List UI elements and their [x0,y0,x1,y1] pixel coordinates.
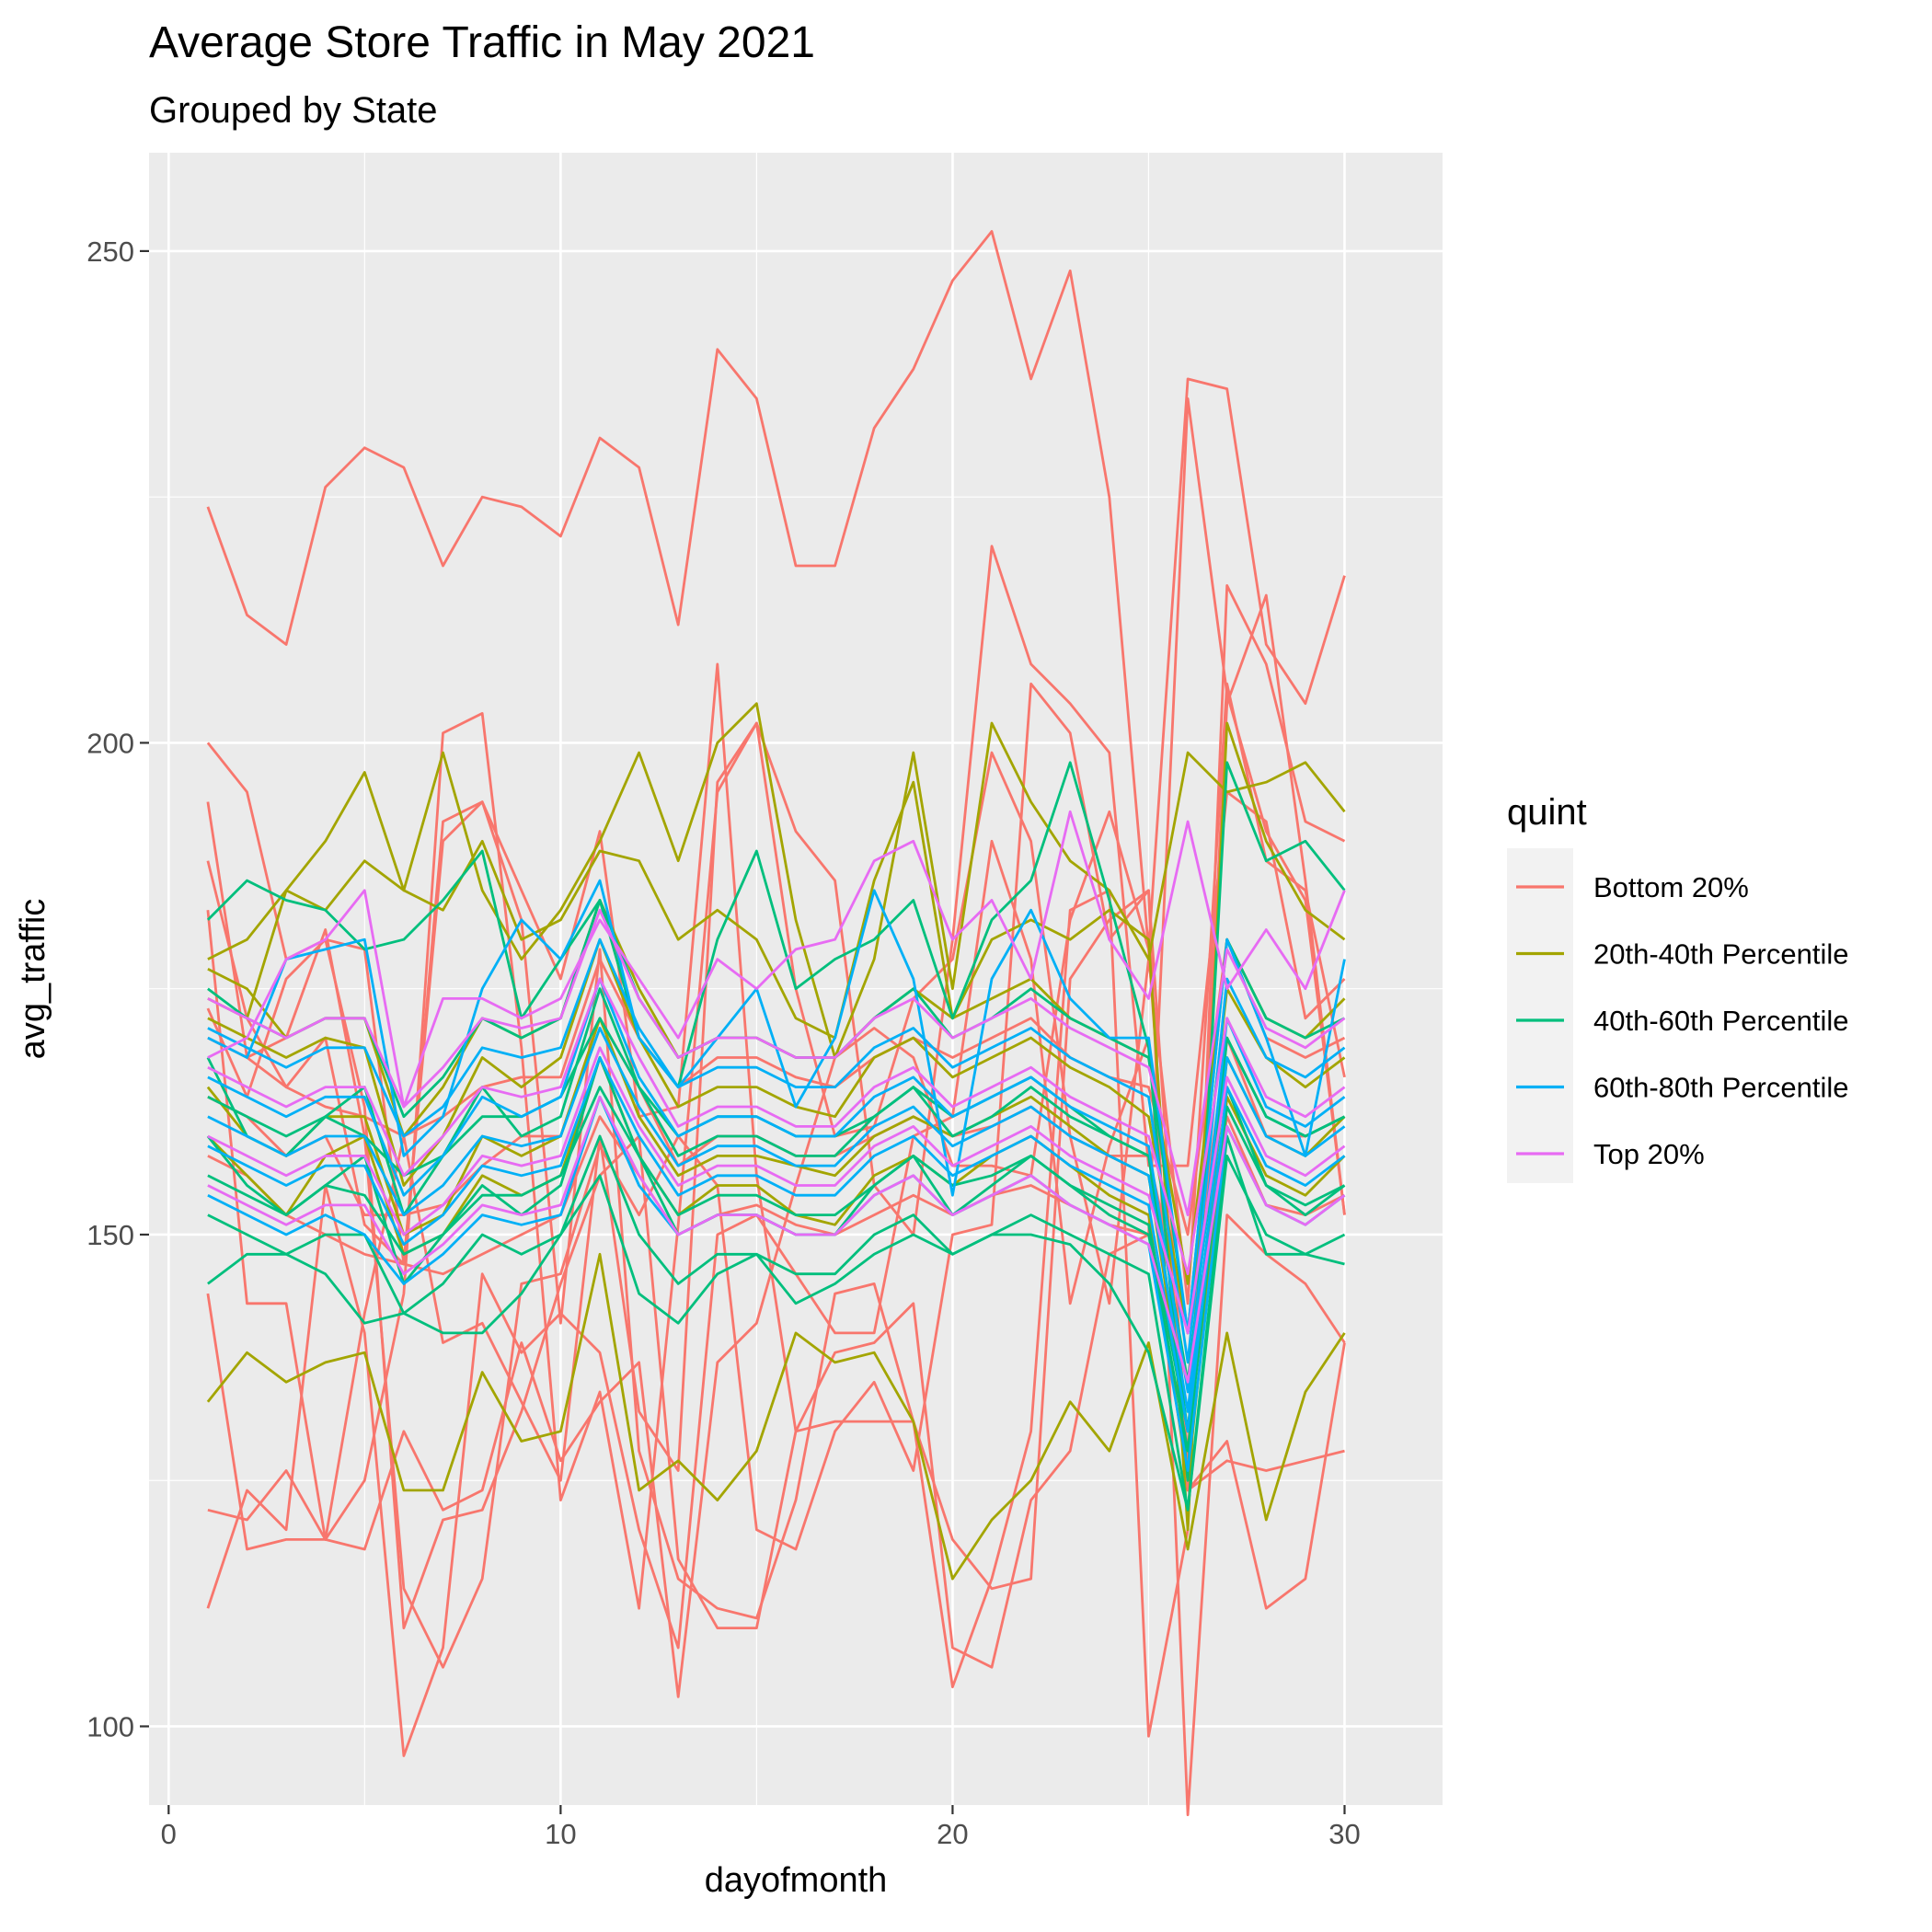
legend-title: quint [1507,792,1587,833]
series-line [207,721,1346,1532]
legend-key-background [1507,848,1573,1183]
legend: quint Bottom 20% 20th-40th Percentile 40th… [1507,792,1848,1183]
series-line [206,987,1346,1433]
legend-label: 60th-80th Percentile [1593,1072,1848,1104]
x-tick-label: 10 [545,1818,576,1850]
series-line [206,584,1346,1738]
x-tick-label: 0 [161,1818,177,1850]
y-tick-label: 100 [86,1710,134,1742]
series-line [206,230,1346,951]
series-lines [206,230,1346,1817]
x-axis: 0 10 20 30 [161,1805,1361,1850]
series-line [206,682,1346,1610]
legend-label: Top 20% [1593,1138,1705,1170]
series-line [207,1134,1346,1512]
series-line [207,937,1346,1364]
series-line [206,593,1346,1669]
legend-items: Bottom 20% 20th-40th Percentile 40th-60th … [1516,871,1848,1170]
series-line [207,1056,1346,1433]
series-line [207,1046,1346,1335]
x-tick-label: 30 [1328,1818,1360,1850]
legend-label: Bottom 20% [1593,871,1749,903]
series-line [207,1095,1346,1384]
y-tick-label: 200 [86,727,134,759]
x-tick-label: 20 [937,1818,968,1850]
y-axis-label: avg_traffic [14,899,52,1060]
series-line [207,1134,1345,1512]
series-line [207,810,1346,1109]
series-line [206,761,1346,1482]
series-line [207,977,1346,1276]
legend-label: 20th-40th Percentile [1593,938,1848,971]
y-tick-label: 150 [86,1219,134,1251]
chart-subtitle: Grouped by State [149,90,438,131]
legend-label: 40th-60th Percentile [1593,1005,1848,1037]
x-axis-label: dayofmonth [705,1861,888,1900]
series-line [207,702,1346,1059]
chart-title: Average Store Traffic in May 2021 [149,18,815,67]
y-axis: 100 150 200 250 [86,236,149,1742]
series-line [207,1086,1346,1433]
plot-panel [149,153,1443,1805]
series-line [207,908,1346,1216]
y-tick-label: 250 [86,236,134,268]
series-line [207,977,1346,1394]
